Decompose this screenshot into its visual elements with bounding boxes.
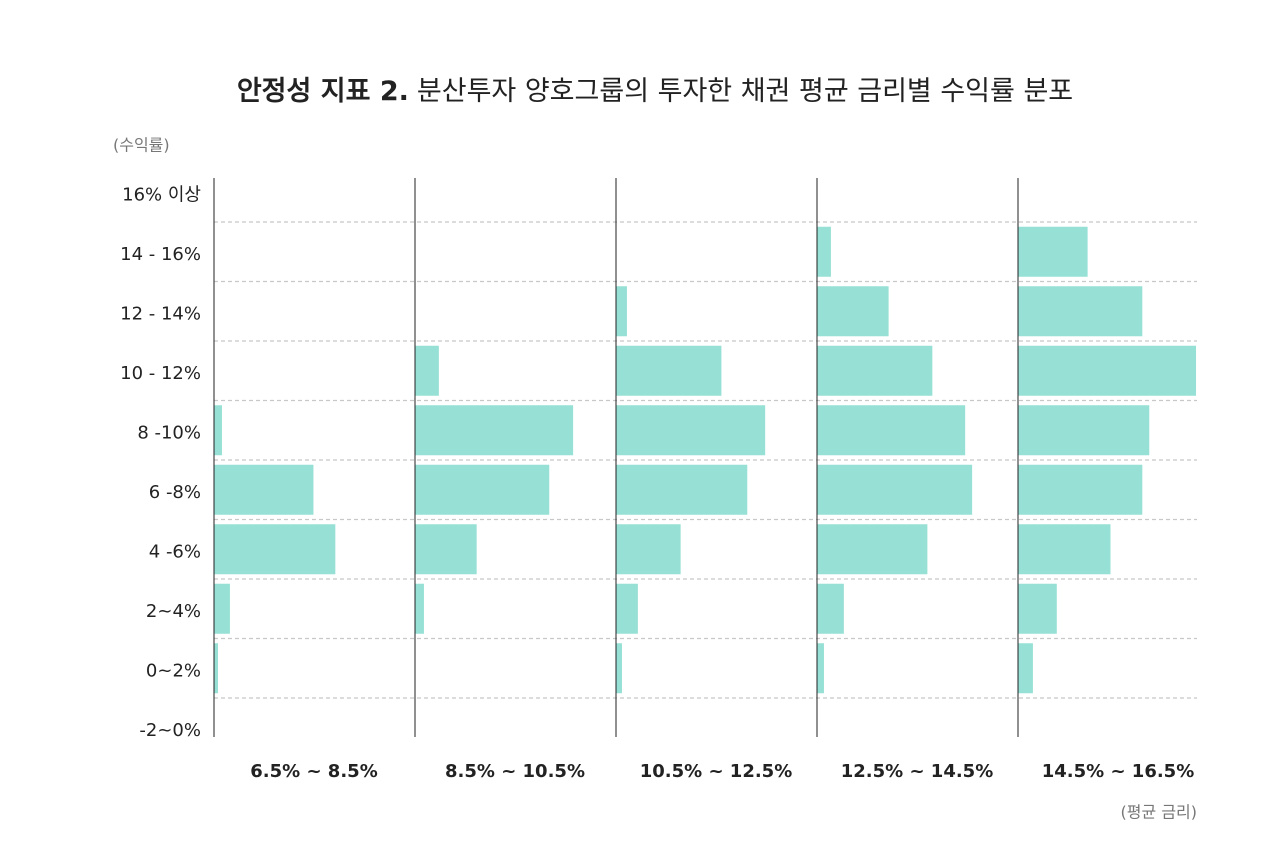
bar <box>214 405 222 456</box>
y-tick-label: 14 - 16% <box>120 244 201 265</box>
bar <box>817 345 933 396</box>
y-tick-label: 16% 이상 <box>122 184 201 205</box>
bar <box>415 524 477 575</box>
bar <box>616 345 722 396</box>
bar <box>616 643 622 694</box>
y-tick-label: 0~2% <box>146 660 201 681</box>
bar <box>415 464 550 515</box>
bar <box>1018 464 1143 515</box>
legend-label: 14.5% ~ 16.5% <box>1042 761 1195 782</box>
bar <box>1018 345 1197 396</box>
bar <box>817 464 973 515</box>
bar <box>214 464 314 515</box>
legend-label: 8.5% ~ 10.5% <box>445 761 585 782</box>
bar <box>1018 524 1111 575</box>
y-tick-label: 12 - 14% <box>120 303 201 324</box>
y-tick-label: 10 - 12% <box>120 363 201 384</box>
chart-subtitle: 분산투자 양호그룹의 투자한 채권 평균 금리별 수익률 분포 <box>417 76 1073 107</box>
bar <box>1018 643 1033 694</box>
bar <box>817 583 844 634</box>
bar <box>817 643 824 694</box>
bar <box>1018 583 1057 634</box>
bar <box>817 524 928 575</box>
legend-label: 6.5% ~ 8.5% <box>250 761 377 782</box>
x-axis-label: (평균 금리) <box>1121 803 1197 822</box>
legend-label: 10.5% ~ 12.5% <box>640 761 793 782</box>
bar <box>214 524 336 575</box>
y-axis-label: (수익률) <box>113 136 170 155</box>
bar <box>1018 286 1143 337</box>
chart-title: 안정성 지표 2. <box>237 76 409 107</box>
y-tick-label: 6 -8% <box>149 482 201 503</box>
bar <box>214 643 218 694</box>
chart-title-line: 안정성 지표 2. 분산투자 양호그룹의 투자한 채권 평균 금리별 수익률 분포 <box>237 76 1073 107</box>
bar <box>415 583 424 634</box>
bar <box>817 405 966 456</box>
y-tick-label: 4 -6% <box>149 541 201 562</box>
y-tick-label: 2~4% <box>146 601 201 622</box>
bar <box>415 345 439 396</box>
bar <box>817 226 831 277</box>
bar <box>616 464 748 515</box>
y-tick-label: -2~0% <box>139 720 201 741</box>
bar <box>415 405 574 456</box>
bar <box>214 583 230 634</box>
bar <box>1018 405 1150 456</box>
bar <box>616 524 681 575</box>
bar <box>616 405 766 456</box>
bar <box>1018 226 1088 277</box>
bar <box>817 286 889 337</box>
bar <box>616 583 638 634</box>
bar <box>616 286 627 337</box>
y-tick-label: 8 -10% <box>137 422 201 443</box>
legend-label: 12.5% ~ 14.5% <box>841 761 994 782</box>
